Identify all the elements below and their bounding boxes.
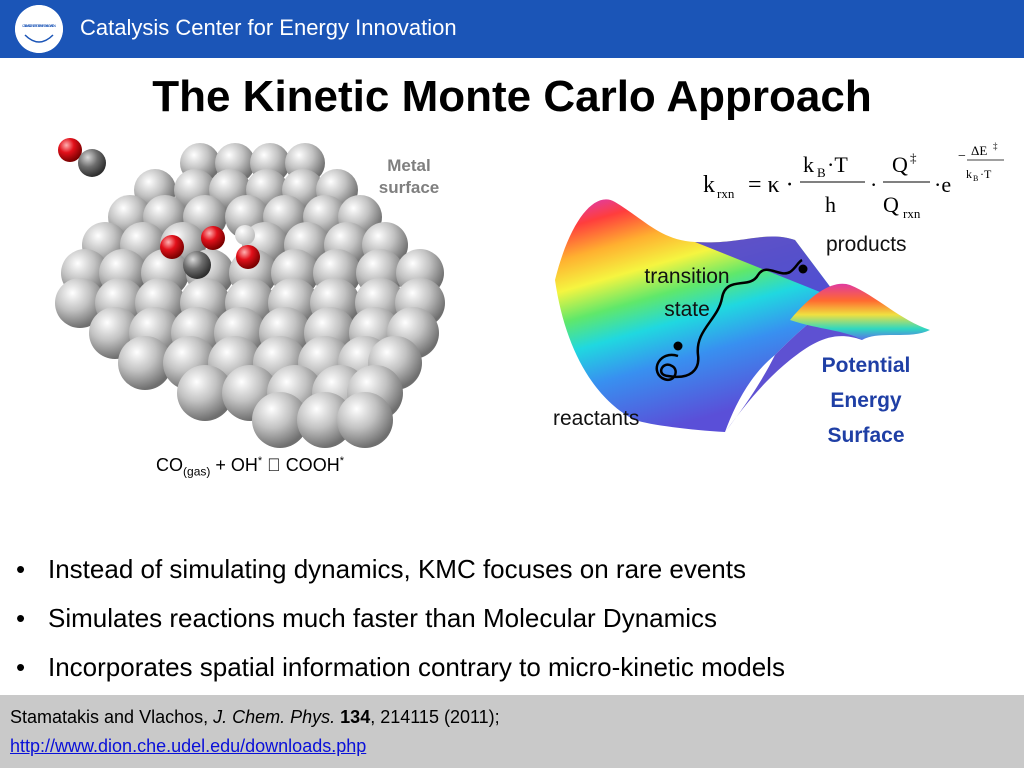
metal-atom [118, 336, 172, 390]
catalysis-center-logo: CATALYSIS CENTER FOR ENERGY INNOVATION [15, 5, 63, 53]
svg-text:·: · [870, 172, 877, 197]
reaction-equation: CO(gas) + OH*  COOH* [156, 455, 344, 479]
slide-title: The Kinetic Monte Carlo Approach [152, 72, 872, 121]
products-label: products [826, 233, 907, 256]
bullet-item: • Simulates reactions much faster than Mo… [16, 603, 718, 633]
svg-text:k: k [703, 172, 715, 198]
svg-text:‡: ‡ [993, 141, 998, 151]
metal-atom [55, 278, 105, 328]
svg-text:B: B [817, 165, 826, 180]
svg-text:−: − [958, 149, 966, 164]
citation-text: Stamatakis and Vlachos, J. Chem. Phys. 1… [10, 707, 500, 756]
svg-text:‡: ‡ [910, 150, 917, 165]
metal-atom [297, 392, 353, 448]
adsorbed-co-and-oh [160, 225, 260, 279]
download-link[interactable]: http://www.dion.che.udel.edu/downloads.p… [10, 736, 367, 756]
svg-text:·T: ·T [827, 152, 848, 177]
bullet-item: • Incorporates spatial information contra… [16, 652, 785, 682]
svg-text:B: B [973, 174, 978, 183]
svg-text:k: k [803, 152, 814, 177]
svg-text:·e: ·e [934, 172, 951, 197]
footer-citation: Stamatakis and Vlachos, J. Chem. Phys. 1… [0, 695, 1024, 768]
svg-text:= κ ·: = κ · [748, 172, 794, 198]
co-gas-molecule [58, 138, 106, 177]
bullet-item: • Instead of simulating dynamics, KMC foc… [16, 554, 746, 584]
svg-text:·T: ·T [980, 167, 992, 181]
svg-text:CATALYSIS CENTER FOR ENERGY IN: CATALYSIS CENTER FOR ENERGY INNOVATION [22, 23, 56, 28]
metal-surface-image [55, 138, 445, 448]
svg-text:k: k [966, 167, 972, 181]
svg-text:rxn: rxn [903, 206, 921, 221]
svg-text:rxn: rxn [717, 186, 735, 201]
header-title: Catalysis Center for Energy Innovation [80, 15, 457, 40]
svg-text:Q: Q [892, 152, 908, 177]
pes-label: Potential Energy Surface [821, 354, 911, 447]
rate-constant-formula: k rxn = κ · k B ·T h · Q ‡ Q rxn ·e − ΔE… [703, 141, 1004, 221]
metal-atom [252, 392, 308, 448]
bullet-list: • Instead of simulating dynamics, KMC foc… [16, 545, 785, 692]
reactants-label: reactants [553, 407, 640, 430]
metal-surface-label: Metal surface [378, 156, 440, 197]
svg-text:h: h [825, 192, 836, 217]
potential-energy-surface-image [555, 199, 930, 432]
metal-atom [337, 392, 393, 448]
header-bar: CATALYSIS CENTER FOR ENERGY INNOVATION C… [0, 0, 1024, 58]
metal-atom [177, 365, 233, 421]
svg-text:ΔE: ΔE [971, 143, 987, 158]
transition-state-label: transition state [644, 265, 730, 321]
svg-text:Q: Q [883, 192, 899, 217]
